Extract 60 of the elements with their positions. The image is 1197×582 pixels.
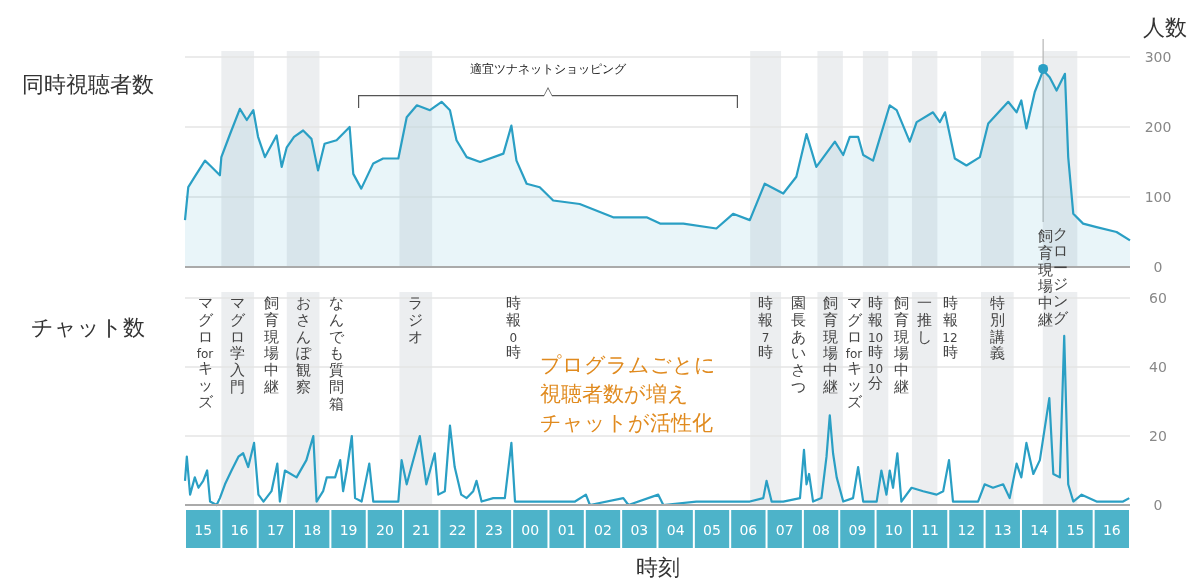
x-tick-label: 07 bbox=[775, 522, 794, 538]
y-tick-label: 40 bbox=[1149, 359, 1167, 375]
x-tick-label: 11 bbox=[921, 522, 940, 538]
band-label: ラジオ bbox=[408, 294, 424, 346]
annotation: 飼育現場中継 bbox=[263, 294, 280, 396]
x-tick-label: 12 bbox=[957, 522, 976, 538]
text: 同時視聴者数 bbox=[22, 72, 154, 97]
band-label: クロージング bbox=[1052, 225, 1069, 327]
x-tick-label: 14 bbox=[1030, 522, 1049, 538]
band-label: マグロ学入門 bbox=[230, 294, 247, 396]
x-tick-label: 15 bbox=[1066, 522, 1085, 538]
annotation: 時報0時 bbox=[505, 294, 521, 361]
x-tick-label: 13 bbox=[993, 522, 1012, 538]
text: チャット数 bbox=[31, 315, 145, 340]
y-tick-label: 0 bbox=[1153, 259, 1163, 275]
x-tick-label: 08 bbox=[812, 522, 830, 538]
y-axis-title: 人数 bbox=[1143, 15, 1187, 40]
band-label: おさんぽ観察 bbox=[295, 294, 312, 396]
annotation: 時報12時 bbox=[942, 294, 958, 361]
band-label: 飼育現場中継 bbox=[821, 294, 838, 396]
x-tick-label: 22 bbox=[448, 522, 467, 538]
x-tick-label: 04 bbox=[666, 522, 685, 538]
x-tick-label: 06 bbox=[739, 522, 758, 538]
annotation: 飼育現場中継 bbox=[1036, 227, 1053, 329]
y-tick-label: 300 bbox=[1144, 49, 1172, 65]
band-label: 特別講義 bbox=[989, 294, 1005, 363]
x-tick-label: 18 bbox=[303, 522, 322, 538]
x-tick-label: 05 bbox=[703, 522, 721, 538]
annotation: 適宜ツナネットショッピング bbox=[470, 62, 627, 76]
x-tick-label: 23 bbox=[485, 522, 503, 538]
x-tick-label: 01 bbox=[557, 522, 576, 538]
x-tick-label: 19 bbox=[339, 522, 358, 538]
band-label: 時報7時 bbox=[758, 294, 774, 361]
x-tick-label: 20 bbox=[375, 522, 394, 538]
x-tick-label: 15 bbox=[194, 522, 213, 538]
x-tick-label: 17 bbox=[266, 522, 285, 538]
y-tick-label: 60 bbox=[1149, 290, 1167, 306]
x-tick-label: 21 bbox=[412, 522, 431, 538]
annotation: プログラムごとに bbox=[540, 353, 716, 377]
x-tick-label: 09 bbox=[848, 522, 867, 538]
x-tick-label: 03 bbox=[630, 522, 649, 538]
x-tick-label: 00 bbox=[521, 522, 540, 538]
annotation: 飼育現場中継 bbox=[893, 294, 910, 396]
annotation: マグロ forキッズ bbox=[196, 294, 214, 411]
x-tick-label: 02 bbox=[594, 522, 612, 538]
annotation: チャットが活性化 bbox=[540, 411, 713, 435]
band-label: 一推し bbox=[917, 294, 933, 346]
x-axis-title: 時刻 bbox=[635, 555, 680, 580]
annotation: マグロforキッズ bbox=[845, 294, 863, 411]
x-tick-label: 10 bbox=[884, 522, 903, 538]
x-tick-label: 16 bbox=[230, 522, 249, 538]
annotation: 園長あいさつ bbox=[790, 294, 806, 396]
y-tick-label: 20 bbox=[1149, 428, 1167, 444]
x-tick-label: 16 bbox=[1102, 522, 1121, 538]
y-tick-label: 200 bbox=[1144, 119, 1172, 135]
y-tick-label: 100 bbox=[1144, 189, 1172, 205]
band-label: 時報10時10分 bbox=[867, 294, 884, 393]
annotation: なんでも質問箱 bbox=[329, 294, 346, 413]
annotation: 視聴者数が増え bbox=[540, 382, 689, 406]
y-tick-label: 0 bbox=[1153, 497, 1163, 513]
